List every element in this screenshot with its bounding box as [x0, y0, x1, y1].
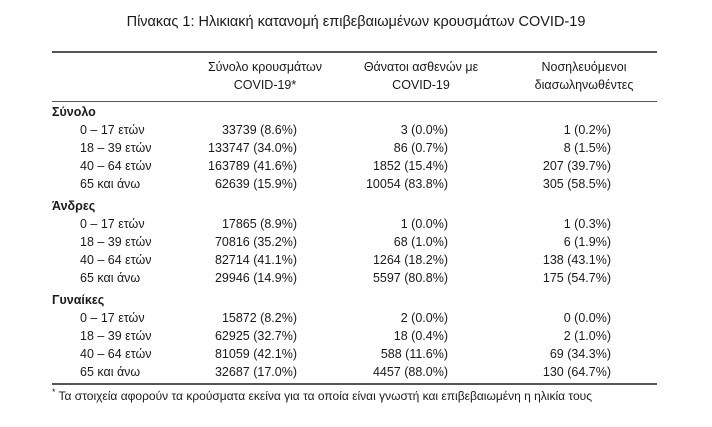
table-row: 0 – 17 ετών 33739 (8.6%) 3 (0.0%) 1 (0.2…: [0, 123, 712, 141]
cases-cell: 33739 (8.6%): [221, 123, 297, 137]
section-heading-total: Σύνολο: [52, 105, 96, 119]
age-group-label: 18 – 39 ετών: [80, 141, 152, 155]
cases-cell: 163789 (41.6%): [208, 159, 297, 173]
intubated-cell: 207 (39.7%): [542, 159, 611, 173]
section-heading-men: Άνδρες: [52, 199, 96, 213]
age-group-label: 40 – 64 ετών: [80, 253, 152, 267]
cases-cell: 82714 (41.1%): [214, 253, 297, 267]
column-header-line: Θάνατοι ασθενών με: [363, 60, 479, 74]
age-group-label: 65 και άνω: [80, 365, 141, 379]
table-row: 18 – 39 ετών 70816 (35.2%) 68 (1.0%) 6 (…: [0, 235, 712, 253]
age-group-label: 40 – 64 ετών: [80, 347, 152, 361]
deaths-cell: 1852 (15.4%): [372, 159, 448, 173]
deaths-cell: 10054 (83.8%): [365, 177, 448, 191]
intubated-cell: 175 (54.7%): [542, 271, 611, 285]
table-bottom-rule: [52, 383, 657, 385]
table-row: 40 – 64 ετών 163789 (41.6%) 1852 (15.4%)…: [0, 159, 712, 177]
column-header-line: COVID-19: [392, 78, 450, 92]
column-header-intubated: Νοσηλευόμενοι διασωληνωθέντες: [510, 58, 658, 94]
table-top-rule: [52, 51, 657, 53]
intubated-cell: 2 (1.0%): [563, 329, 611, 343]
intubated-cell: 8 (1.5%): [563, 141, 611, 155]
age-group-label: 0 – 17 ετών: [80, 311, 145, 325]
footnote-text: Τα στοιχεία αφορούν τα κρούσματα εκείνα …: [58, 389, 592, 403]
table-row: 65 και άνω 32687 (17.0%) 4457 (88.0%) 13…: [0, 365, 712, 383]
deaths-cell: 18 (0.4%): [393, 329, 448, 343]
deaths-cell: 1 (0.0%): [400, 217, 448, 231]
table-header-rule: [52, 101, 657, 102]
age-group-label: 0 – 17 ετών: [80, 217, 145, 231]
deaths-cell: 86 (0.7%): [393, 141, 448, 155]
intubated-cell: 6 (1.9%): [563, 235, 611, 249]
column-header-deaths: Θάνατοι ασθενών με COVID-19: [352, 58, 490, 94]
intubated-cell: 305 (58.5%): [542, 177, 611, 191]
column-header-line: διασωληνωθέντες: [534, 78, 634, 92]
deaths-cell: 4457 (88.0%): [372, 365, 448, 379]
intubated-cell: 130 (64.7%): [542, 365, 611, 379]
deaths-cell: 3 (0.0%): [400, 123, 448, 137]
age-group-label: 65 και άνω: [80, 271, 141, 285]
cases-cell: 133747 (34.0%): [208, 141, 297, 155]
intubated-cell: 1 (0.3%): [563, 217, 611, 231]
table-row: 40 – 64 ετών 81059 (42.1%) 588 (11.6%) 6…: [0, 347, 712, 365]
deaths-cell: 588 (11.6%): [380, 347, 448, 361]
cases-cell: 29946 (14.9%): [214, 271, 297, 285]
age-group-label: 0 – 17 ετών: [80, 123, 145, 137]
intubated-cell: 0 (0.0%): [563, 311, 611, 325]
column-header-total-cases: Σύνολο κρουσμάτων COVID-19*: [196, 58, 334, 94]
cases-cell: 62639 (15.9%): [214, 177, 297, 191]
column-header-line: Σύνολο κρουσμάτων: [207, 60, 323, 74]
deaths-cell: 68 (1.0%): [393, 235, 448, 249]
cases-cell: 15872 (8.2%): [221, 311, 297, 325]
deaths-cell: 1264 (18.2%): [372, 253, 448, 267]
cases-cell: 81059 (42.1%): [214, 347, 297, 361]
cases-cell: 70816 (35.2%): [214, 235, 297, 249]
table-row: 40 – 64 ετών 82714 (41.1%) 1264 (18.2%) …: [0, 253, 712, 271]
footnote-marker: *: [52, 387, 56, 397]
table-row: 0 – 17 ετών 15872 (8.2%) 2 (0.0%) 0 (0.0…: [0, 311, 712, 329]
table-row: 65 και άνω 29946 (14.9%) 5597 (80.8%) 17…: [0, 271, 712, 289]
age-group-label: 18 – 39 ετών: [80, 235, 152, 249]
intubated-cell: 138 (43.1%): [542, 253, 611, 267]
table-row: 18 – 39 ετών 133747 (34.0%) 86 (0.7%) 8 …: [0, 141, 712, 159]
table-title: Πίνακας 1: Ηλικιακή κατανομή επιβεβαιωμέ…: [126, 14, 586, 30]
table-row: 18 – 39 ετών 62925 (32.7%) 18 (0.4%) 2 (…: [0, 329, 712, 347]
age-group-label: 65 και άνω: [80, 177, 141, 191]
cases-cell: 17865 (8.9%): [221, 217, 297, 231]
intubated-cell: 69 (34.3%): [549, 347, 611, 361]
cases-cell: 32687 (17.0%): [214, 365, 297, 379]
table-row: 65 και άνω 62639 (15.9%) 10054 (83.8%) 3…: [0, 177, 712, 195]
age-group-label: 40 – 64 ετών: [80, 159, 152, 173]
deaths-cell: 5597 (80.8%): [372, 271, 448, 285]
age-group-label: 18 – 39 ετών: [80, 329, 152, 343]
footnote: * Τα στοιχεία αφορούν τα κρούσματα εκείνα…: [52, 387, 592, 403]
column-header-line: Νοσηλευόμενοι: [541, 60, 627, 74]
deaths-cell: 2 (0.0%): [400, 311, 448, 325]
cases-cell: 62925 (32.7%): [214, 329, 297, 343]
intubated-cell: 1 (0.2%): [563, 123, 611, 137]
table-row: 0 – 17 ετών 17865 (8.9%) 1 (0.0%) 1 (0.3…: [0, 217, 712, 235]
section-heading-women: Γυναίκες: [52, 293, 105, 307]
column-header-line: COVID-19*: [233, 78, 297, 92]
